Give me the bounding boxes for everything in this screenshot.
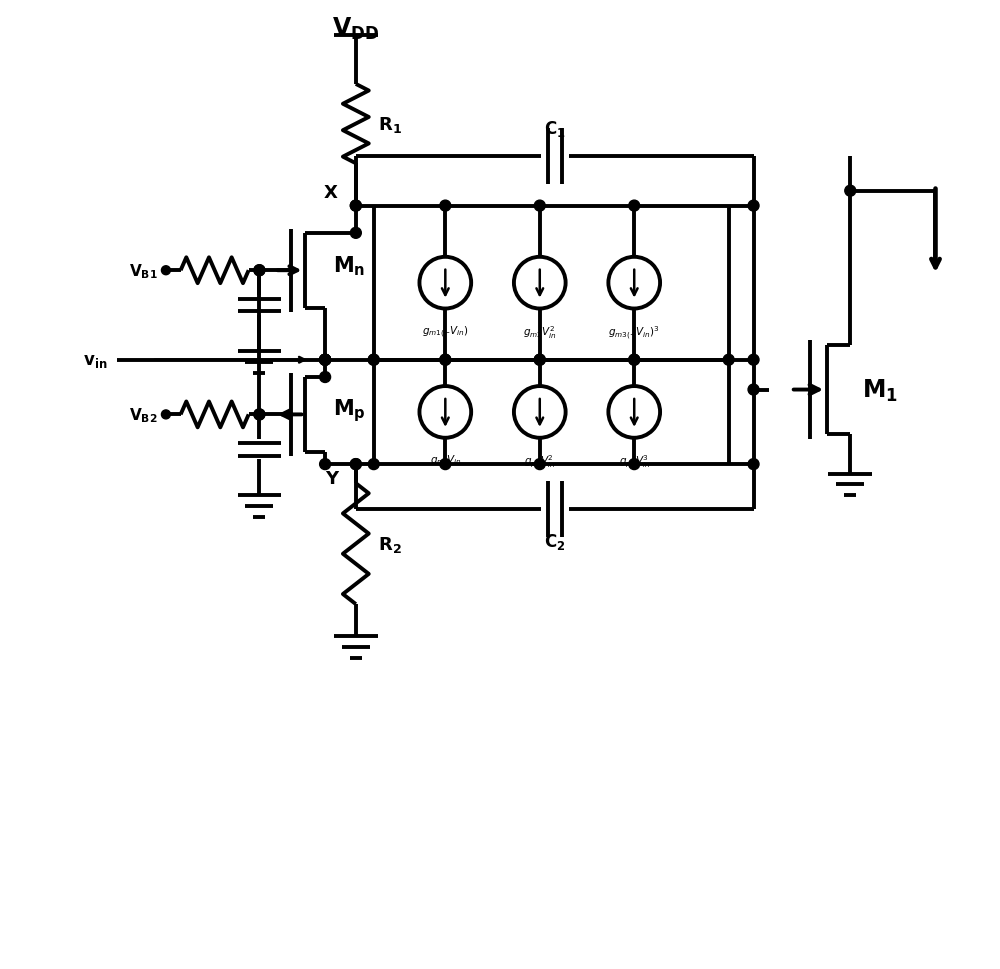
Text: $\mathbf{R_2}$: $\mathbf{R_2}$ — [378, 534, 401, 554]
Text: $\mathbf{M_n}$: $\mathbf{M_n}$ — [333, 254, 365, 278]
Text: $\mathbf{V_{B1}}$: $\mathbf{V_{B1}}$ — [129, 262, 158, 280]
Text: $g_{m3(-}V_{in})^{3}$: $g_{m3(-}V_{in})^{3}$ — [608, 324, 660, 341]
Circle shape — [748, 355, 759, 366]
Circle shape — [534, 201, 545, 212]
Circle shape — [368, 459, 379, 470]
Circle shape — [629, 459, 640, 470]
Text: $\mathbf{v_{in}}$: $\mathbf{v_{in}}$ — [83, 352, 107, 369]
Circle shape — [534, 355, 545, 366]
Circle shape — [350, 459, 361, 470]
Text: $\mathbf{C_2}$: $\mathbf{C_2}$ — [544, 531, 565, 551]
Circle shape — [440, 459, 451, 470]
Text: X: X — [324, 183, 338, 202]
Circle shape — [320, 355, 331, 366]
Text: Y: Y — [325, 470, 338, 487]
Circle shape — [254, 266, 265, 276]
Text: $\mathbf{M_1}$: $\mathbf{M_1}$ — [862, 377, 898, 403]
Text: $g_{p3}V_{in}^{3}$: $g_{p3}V_{in}^{3}$ — [619, 453, 650, 470]
Text: $g_{p2}V_{in}^{2}$: $g_{p2}V_{in}^{2}$ — [524, 453, 555, 470]
Text: $g_{p1}V_{in}$: $g_{p1}V_{in}$ — [430, 453, 461, 468]
Circle shape — [254, 410, 265, 421]
Text: $\mathbf{C_1}$: $\mathbf{C_1}$ — [544, 119, 565, 139]
Text: $\mathbf{V_{DD}}$: $\mathbf{V_{DD}}$ — [332, 16, 379, 42]
Text: $\mathbf{V_{B2}}$: $\mathbf{V_{B2}}$ — [129, 406, 158, 424]
Circle shape — [320, 372, 331, 383]
Circle shape — [440, 355, 451, 366]
Circle shape — [440, 355, 451, 366]
Circle shape — [350, 201, 361, 212]
Circle shape — [629, 355, 640, 366]
Circle shape — [320, 459, 331, 470]
Circle shape — [350, 228, 361, 239]
Circle shape — [320, 355, 331, 366]
Circle shape — [254, 410, 265, 421]
Text: $g_{m1(-}V_{in})$: $g_{m1(-}V_{in})$ — [422, 324, 469, 339]
Circle shape — [350, 459, 361, 470]
Circle shape — [440, 201, 451, 212]
Circle shape — [748, 459, 759, 470]
Circle shape — [748, 201, 759, 212]
Circle shape — [320, 355, 331, 366]
Circle shape — [350, 201, 361, 212]
Circle shape — [320, 355, 331, 366]
Circle shape — [161, 411, 170, 420]
Text: $\mathbf{R_1}$: $\mathbf{R_1}$ — [378, 114, 402, 135]
Circle shape — [723, 355, 734, 366]
Circle shape — [534, 355, 545, 366]
Circle shape — [161, 266, 170, 275]
Circle shape — [254, 266, 265, 276]
Circle shape — [534, 459, 545, 470]
Circle shape — [629, 355, 640, 366]
Circle shape — [845, 186, 856, 197]
Circle shape — [629, 201, 640, 212]
Text: $\mathbf{M_p}$: $\mathbf{M_p}$ — [333, 396, 366, 423]
Circle shape — [368, 355, 379, 366]
Circle shape — [748, 385, 759, 395]
Circle shape — [368, 355, 379, 366]
Text: $g_{m2}V_{in}^{2}$: $g_{m2}V_{in}^{2}$ — [523, 324, 557, 341]
Circle shape — [320, 355, 331, 366]
